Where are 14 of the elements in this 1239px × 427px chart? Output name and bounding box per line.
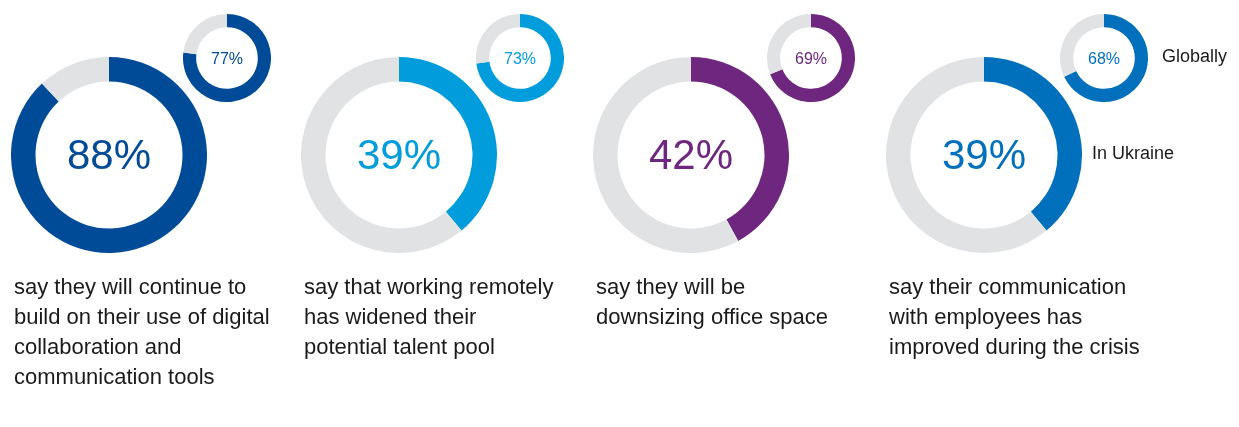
data-label: 39% [941,130,1027,178]
text: Globally [1162,46,1228,67]
data-label: 88% [66,130,152,178]
text: say they will continue to build on their use of digital collaboration and communication tools [14,273,271,391]
text: say that working remotely has widened their potential talent pool [304,273,555,361]
data-label: 42% [648,130,734,178]
data-label: 73% [503,50,537,68]
text: In Ukraine [1092,143,1175,164]
data-label: 68% [1087,50,1121,68]
data-label: 39% [356,130,442,178]
text: say their communication with employees has improved during the crisis [889,273,1141,361]
data-label: 69% [794,50,828,68]
data-label: 77% [210,50,244,68]
text: say they will be downsizing office space [596,273,829,331]
